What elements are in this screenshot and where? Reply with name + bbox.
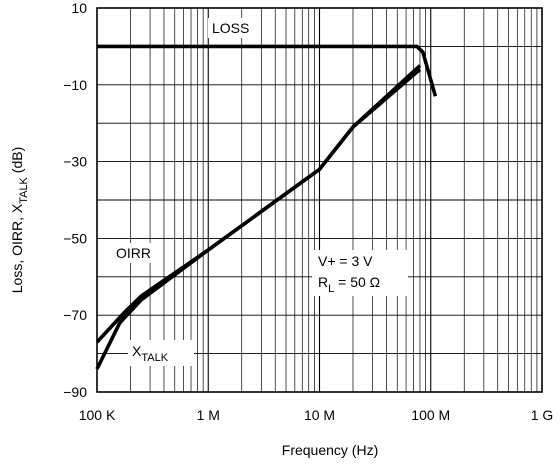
series-line-x-talk: [95, 68, 422, 370]
x-tick-label: 1 G: [531, 407, 554, 423]
x-tick-label: 100 K: [79, 407, 116, 423]
condition-rl-main: R: [318, 274, 328, 290]
y-tick-label: 10: [71, 0, 87, 16]
y-axis-title-main: Loss, OIRR, X: [9, 203, 25, 293]
grid: [97, 8, 542, 392]
y-tick-label: −90: [63, 384, 87, 400]
x-tick-label: 10 M: [304, 407, 335, 423]
condition-rl-rest: = 50 Ω: [334, 274, 380, 290]
condition-line-2: RL = 50 Ω: [318, 274, 380, 295]
tick-labels: 100 K 1 M 10 M 100 M 1 G 10 −10 −30 −50 −70 −90: [63, 0, 553, 423]
y-tick-label: −50: [63, 230, 87, 246]
y-tick-label: −30: [63, 154, 87, 170]
xtalk-label-main: X: [132, 343, 142, 359]
y-tick-label: −10: [63, 77, 87, 93]
y-axis-title-sub: TALK: [18, 176, 30, 203]
series-line-oirr: [95, 64, 422, 344]
xtalk-label-sub: TALK: [141, 352, 168, 364]
condition-line-1: V+ = 3 V: [318, 253, 373, 269]
plot-frame: [96, 7, 543, 393]
y-tick-label: −70: [63, 307, 87, 323]
label-backgrounds: [112, 18, 408, 366]
y-axis-title-rest: (dB): [9, 147, 25, 177]
x-axis-title: Frequency (Hz): [282, 442, 378, 458]
oirr-label: OIRR: [116, 245, 151, 261]
xtalk-label: XTALK: [132, 343, 169, 364]
loss-label: LOSS: [212, 20, 249, 36]
x-tick-label: 1 M: [197, 407, 220, 423]
series-group: [95, 44, 438, 370]
condition-rl-sub: L: [328, 283, 334, 295]
x-tick-label: 100 M: [411, 407, 450, 423]
y-axis-title: Loss, OIRR, XTALK (dB): [9, 147, 30, 294]
series-line-loss: [97, 44, 438, 97]
